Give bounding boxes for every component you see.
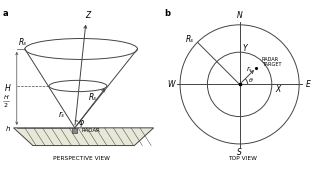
Text: N: N bbox=[237, 12, 242, 20]
Text: TOP VIEW: TOP VIEW bbox=[228, 156, 257, 161]
Text: Rₛ: Rₛ bbox=[18, 38, 27, 47]
Text: PERSPECTIVE VIEW: PERSPECTIVE VIEW bbox=[53, 156, 110, 161]
Text: Rₛ: Rₛ bbox=[185, 35, 193, 44]
Text: RADAR: RADAR bbox=[82, 128, 101, 133]
Text: RADAR: RADAR bbox=[262, 57, 279, 62]
Text: θ: θ bbox=[249, 78, 253, 83]
Text: X: X bbox=[276, 85, 281, 94]
Text: E: E bbox=[306, 80, 310, 89]
Text: TARGET: TARGET bbox=[262, 62, 281, 67]
Text: Rₛ: Rₛ bbox=[88, 93, 97, 102]
Text: a: a bbox=[3, 9, 9, 18]
Text: Y: Y bbox=[243, 45, 248, 53]
Text: H: H bbox=[4, 95, 8, 100]
Text: rₛ: rₛ bbox=[247, 66, 252, 72]
Text: h: h bbox=[6, 126, 10, 132]
Text: W: W bbox=[168, 80, 175, 89]
Bar bbox=[72, 128, 77, 133]
Text: 2: 2 bbox=[4, 103, 8, 108]
Polygon shape bbox=[14, 128, 154, 146]
Text: φ: φ bbox=[79, 118, 84, 127]
Text: S: S bbox=[237, 148, 242, 157]
Text: b: b bbox=[164, 9, 170, 18]
Text: H: H bbox=[5, 84, 11, 93]
Text: rₛ: rₛ bbox=[59, 110, 65, 120]
Text: Z: Z bbox=[85, 11, 90, 20]
